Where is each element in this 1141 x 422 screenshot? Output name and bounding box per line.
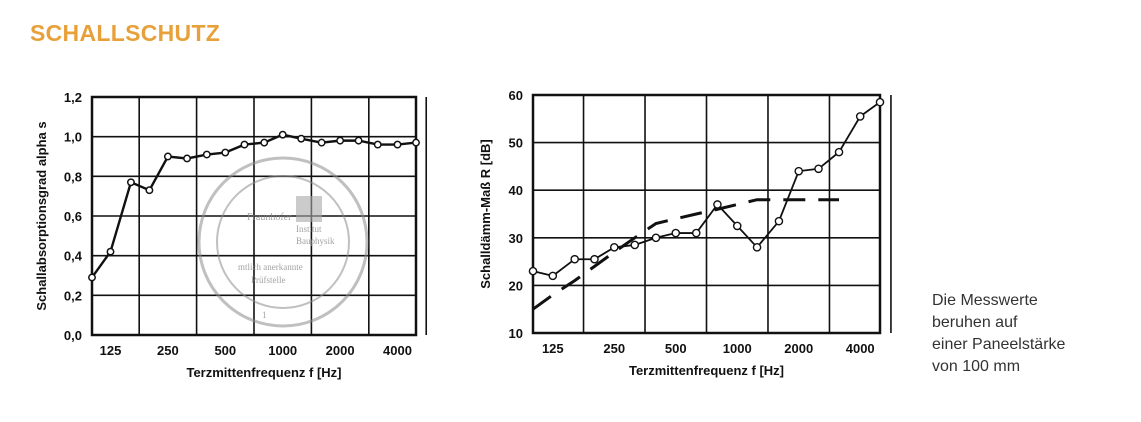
section-title: SCHALLSCHUTZ	[30, 20, 221, 46]
data-point	[752, 243, 762, 252]
x-tick-label: 125	[542, 341, 564, 356]
y-axis-label: Schallabsorptionsgrad alpha s	[34, 121, 49, 310]
data-point	[814, 164, 823, 174]
data-point	[548, 271, 558, 281]
x-tick-label: 2000	[326, 343, 355, 358]
data-point	[590, 254, 599, 264]
data-point	[336, 136, 345, 145]
x-axis-label: Terzmittenfrequenz f [Hz]	[629, 363, 784, 378]
data-point	[240, 140, 249, 149]
y-tick-label: 0,8	[64, 169, 82, 184]
data-point	[651, 233, 661, 243]
data-point	[732, 221, 742, 231]
x-tick-label: 4000	[383, 343, 412, 358]
data-point	[260, 138, 269, 147]
y-tick-label: 60	[509, 88, 523, 103]
y-tick-label: 0,2	[64, 288, 82, 303]
x-axis-label: Terzmittenfrequenz f [Hz]	[186, 365, 341, 380]
reference-curve	[532, 198, 840, 311]
x-tick-label: 250	[157, 343, 179, 358]
data-point	[393, 140, 402, 149]
x-tick-label: 250	[603, 341, 625, 356]
data-point	[671, 228, 681, 238]
y-axis-label: Schalldämm-Maß R [dB]	[478, 139, 493, 289]
data-point	[278, 130, 287, 139]
data-point	[794, 166, 804, 176]
data-point	[106, 247, 115, 256]
data-point	[202, 150, 211, 159]
data-point	[163, 152, 172, 161]
y-tick-label: 30	[509, 231, 523, 246]
stamp-inner-ring	[216, 175, 350, 309]
data-point	[570, 254, 579, 264]
data-point	[88, 273, 96, 282]
x-tick-label: 125	[100, 343, 122, 358]
stamp-text: Fraunhofer	[247, 212, 292, 223]
x-tick-label: 500	[214, 343, 236, 358]
y-tick-label: 50	[509, 136, 523, 151]
y-tick-label: 0,6	[64, 209, 82, 224]
note-line-4: von 100 mm	[932, 358, 1021, 375]
y-tick-label: 1,2	[64, 90, 82, 105]
y-tick-label: 0,0	[64, 328, 82, 343]
data-point	[126, 178, 135, 187]
stamp-text: mtlich anerkannte	[238, 262, 303, 272]
data-point	[354, 136, 363, 145]
data-point	[834, 147, 844, 157]
data-point	[373, 140, 382, 149]
stamp-text: Prüfstelle	[251, 275, 286, 285]
stamp-text: Institut	[296, 224, 322, 234]
x-tick-label: 2000	[784, 341, 813, 356]
data-point	[609, 243, 619, 252]
y-tick-label: 40	[509, 183, 523, 198]
x-tick-label: 4000	[846, 341, 875, 356]
note-line-3: einer Paneelstärke	[932, 336, 1066, 353]
data-point	[412, 138, 420, 147]
data-point	[713, 200, 722, 209]
x-tick-label: 1000	[723, 341, 752, 356]
stamp-emblem	[296, 196, 322, 222]
data-point	[297, 134, 306, 143]
y-tick-label: 20	[509, 278, 523, 293]
data-point	[317, 138, 326, 147]
data-point	[875, 97, 885, 107]
x-tick-label: 1000	[268, 343, 297, 358]
y-tick-label: 1,0	[64, 130, 82, 145]
y-tick-label: 0,4	[64, 249, 83, 264]
data-point	[691, 228, 701, 238]
stamp-text: Bauphysik	[296, 236, 335, 246]
data-point	[528, 266, 538, 276]
x-tick-label: 500	[665, 341, 687, 356]
note-line-2: beruhen auf	[932, 314, 1018, 331]
note-line-1: Die Messwerte	[932, 292, 1038, 309]
y-tick-label: 10	[509, 326, 523, 341]
data-point	[145, 186, 154, 195]
stamp-outer-ring	[197, 156, 369, 328]
data-point	[630, 240, 640, 250]
stamp-text: 1	[262, 310, 267, 320]
measurement-note: Die Messwerte beruhen auf einer Paneelst…	[932, 290, 1122, 378]
data-point	[221, 148, 230, 157]
data-point	[183, 154, 191, 163]
data-point	[855, 112, 865, 121]
data-point	[774, 216, 784, 226]
